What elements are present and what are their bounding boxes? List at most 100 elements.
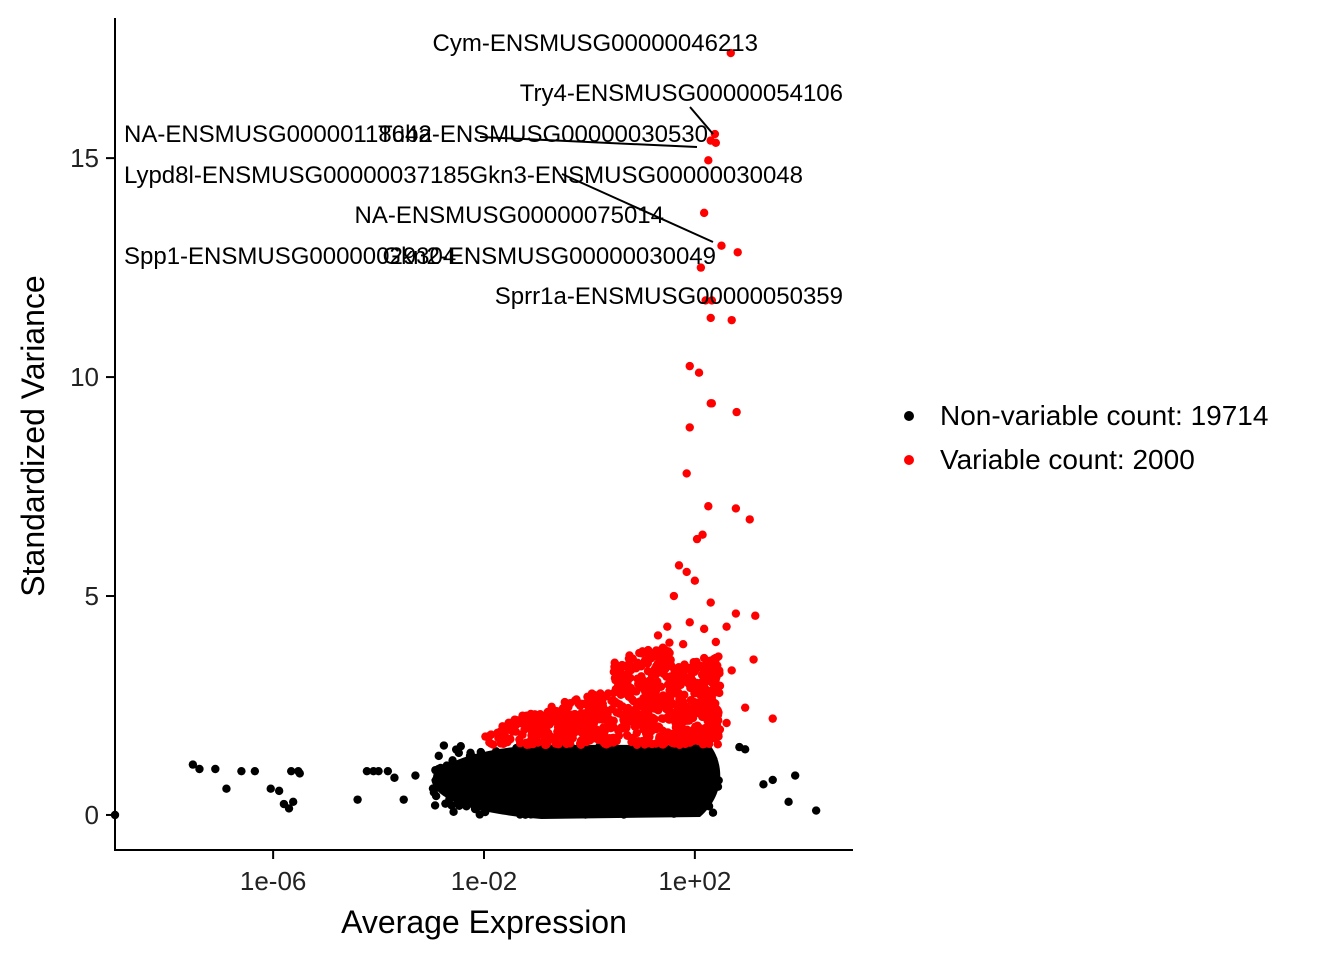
- nonvariable-point: [673, 776, 682, 785]
- variable-point: [640, 719, 649, 728]
- nonvariable-point: [547, 795, 557, 804]
- nonvariable-point: [634, 777, 643, 786]
- variable-point: [602, 738, 611, 748]
- nonvariable-point: [691, 743, 701, 752]
- variable-point: [657, 652, 666, 662]
- nonvariable-point: [530, 787, 540, 796]
- nonvariable-point: [519, 762, 529, 772]
- nonvariable-point: [513, 804, 523, 813]
- nonvariable-point: [784, 797, 793, 807]
- variable-point: [704, 502, 713, 511]
- nonvariable-point: [647, 788, 656, 797]
- nonvariable-point: [556, 779, 565, 789]
- variable-point: [560, 725, 569, 734]
- variable-point: [682, 469, 691, 478]
- nonvariable-point: [461, 800, 470, 809]
- nonvariable-point: [494, 796, 504, 806]
- variable-point: [637, 672, 646, 681]
- variable-point: [697, 670, 707, 680]
- variable-point: [615, 700, 624, 709]
- nonvariable-point: [434, 751, 443, 761]
- nonvariable-point: [790, 771, 800, 780]
- variable-point: [708, 674, 718, 683]
- gene-label: Spp1-ENSMUSG00000029304: [124, 243, 456, 270]
- nonvariable-point: [515, 755, 524, 764]
- variable-point: [612, 736, 621, 746]
- gene-label: Try4-ENSMUSG00000054106: [520, 80, 843, 107]
- nonvariable-point: [629, 760, 638, 769]
- y-tick-label: 5: [85, 581, 99, 611]
- label-leader-line: [689, 106, 714, 135]
- variable-point: [621, 670, 631, 679]
- variable-point: [671, 728, 681, 737]
- variable-point: [622, 719, 631, 728]
- variable-point: [699, 702, 709, 711]
- nonvariable-point: [411, 771, 420, 780]
- nonvariable-point: [592, 755, 601, 764]
- variable-point: [590, 713, 599, 723]
- variable-point: [678, 639, 688, 649]
- variable-point: [660, 645, 669, 654]
- variable-point: [558, 707, 567, 716]
- variable-point: [601, 692, 610, 701]
- variable-point: [600, 727, 609, 736]
- variable-point: [644, 709, 653, 718]
- nonvariable-point: [266, 784, 275, 793]
- variable-point: [533, 738, 543, 747]
- nonvariable-point: [518, 777, 527, 787]
- label-leader-line: [479, 136, 698, 148]
- variable-point: [590, 705, 599, 715]
- variable-point: [713, 740, 723, 749]
- variable-point: [630, 719, 639, 729]
- nonvariable-point: [536, 795, 546, 804]
- variable-point: [696, 263, 706, 272]
- nonvariable-point: [686, 795, 695, 805]
- variable-point: [640, 679, 649, 689]
- nonvariable-point: [568, 779, 577, 788]
- variable-point: [610, 658, 619, 667]
- variable-point: [666, 678, 676, 687]
- variable-point: [653, 659, 663, 668]
- nonvariable-point: [195, 764, 204, 774]
- variable-point: [690, 576, 700, 585]
- nonvariable-point: [500, 773, 509, 783]
- variable-point: [646, 689, 655, 698]
- y-tick-label: 0: [85, 800, 99, 830]
- variable-point: [653, 631, 663, 640]
- variable-point: [685, 423, 694, 432]
- variable-point: [655, 668, 665, 677]
- variable-point: [722, 718, 731, 728]
- nonvariable-point: [768, 775, 777, 785]
- variable-point: [642, 659, 652, 668]
- variable-point: [686, 663, 695, 673]
- nonvariable-point: [468, 752, 477, 762]
- variable-point: [707, 399, 717, 408]
- nonvariable-point: [288, 797, 298, 807]
- variable-point: [680, 730, 690, 740]
- variable-point: [543, 714, 553, 723]
- variable-point: [615, 666, 625, 675]
- nonvariable-point: [708, 808, 718, 817]
- nonvariable-point: [615, 792, 624, 801]
- nonvariable-point: [657, 753, 667, 762]
- variable-point: [702, 711, 711, 721]
- variable-point: [699, 680, 708, 689]
- variable-point: [584, 693, 593, 702]
- variable-point: [674, 663, 683, 672]
- nonvariable-point: [284, 804, 294, 813]
- gene-label: Sprr1a-ENSMUSG00000050359: [495, 283, 843, 310]
- variable-point: [658, 714, 668, 724]
- nonvariable-point: [538, 803, 547, 812]
- variable-point: [682, 567, 691, 577]
- nonvariable-point: [428, 784, 438, 793]
- variable-point: [530, 724, 539, 734]
- nonvariable-point: [710, 765, 720, 774]
- nonvariable-point: [694, 780, 703, 789]
- variable-point: [498, 722, 507, 731]
- variable-point: [664, 700, 673, 709]
- variable-point: [663, 622, 672, 631]
- nonvariable-point: [604, 782, 614, 792]
- nonvariable-point: [645, 749, 655, 759]
- variable-point: [632, 728, 642, 738]
- nonvariable-point: [559, 758, 568, 768]
